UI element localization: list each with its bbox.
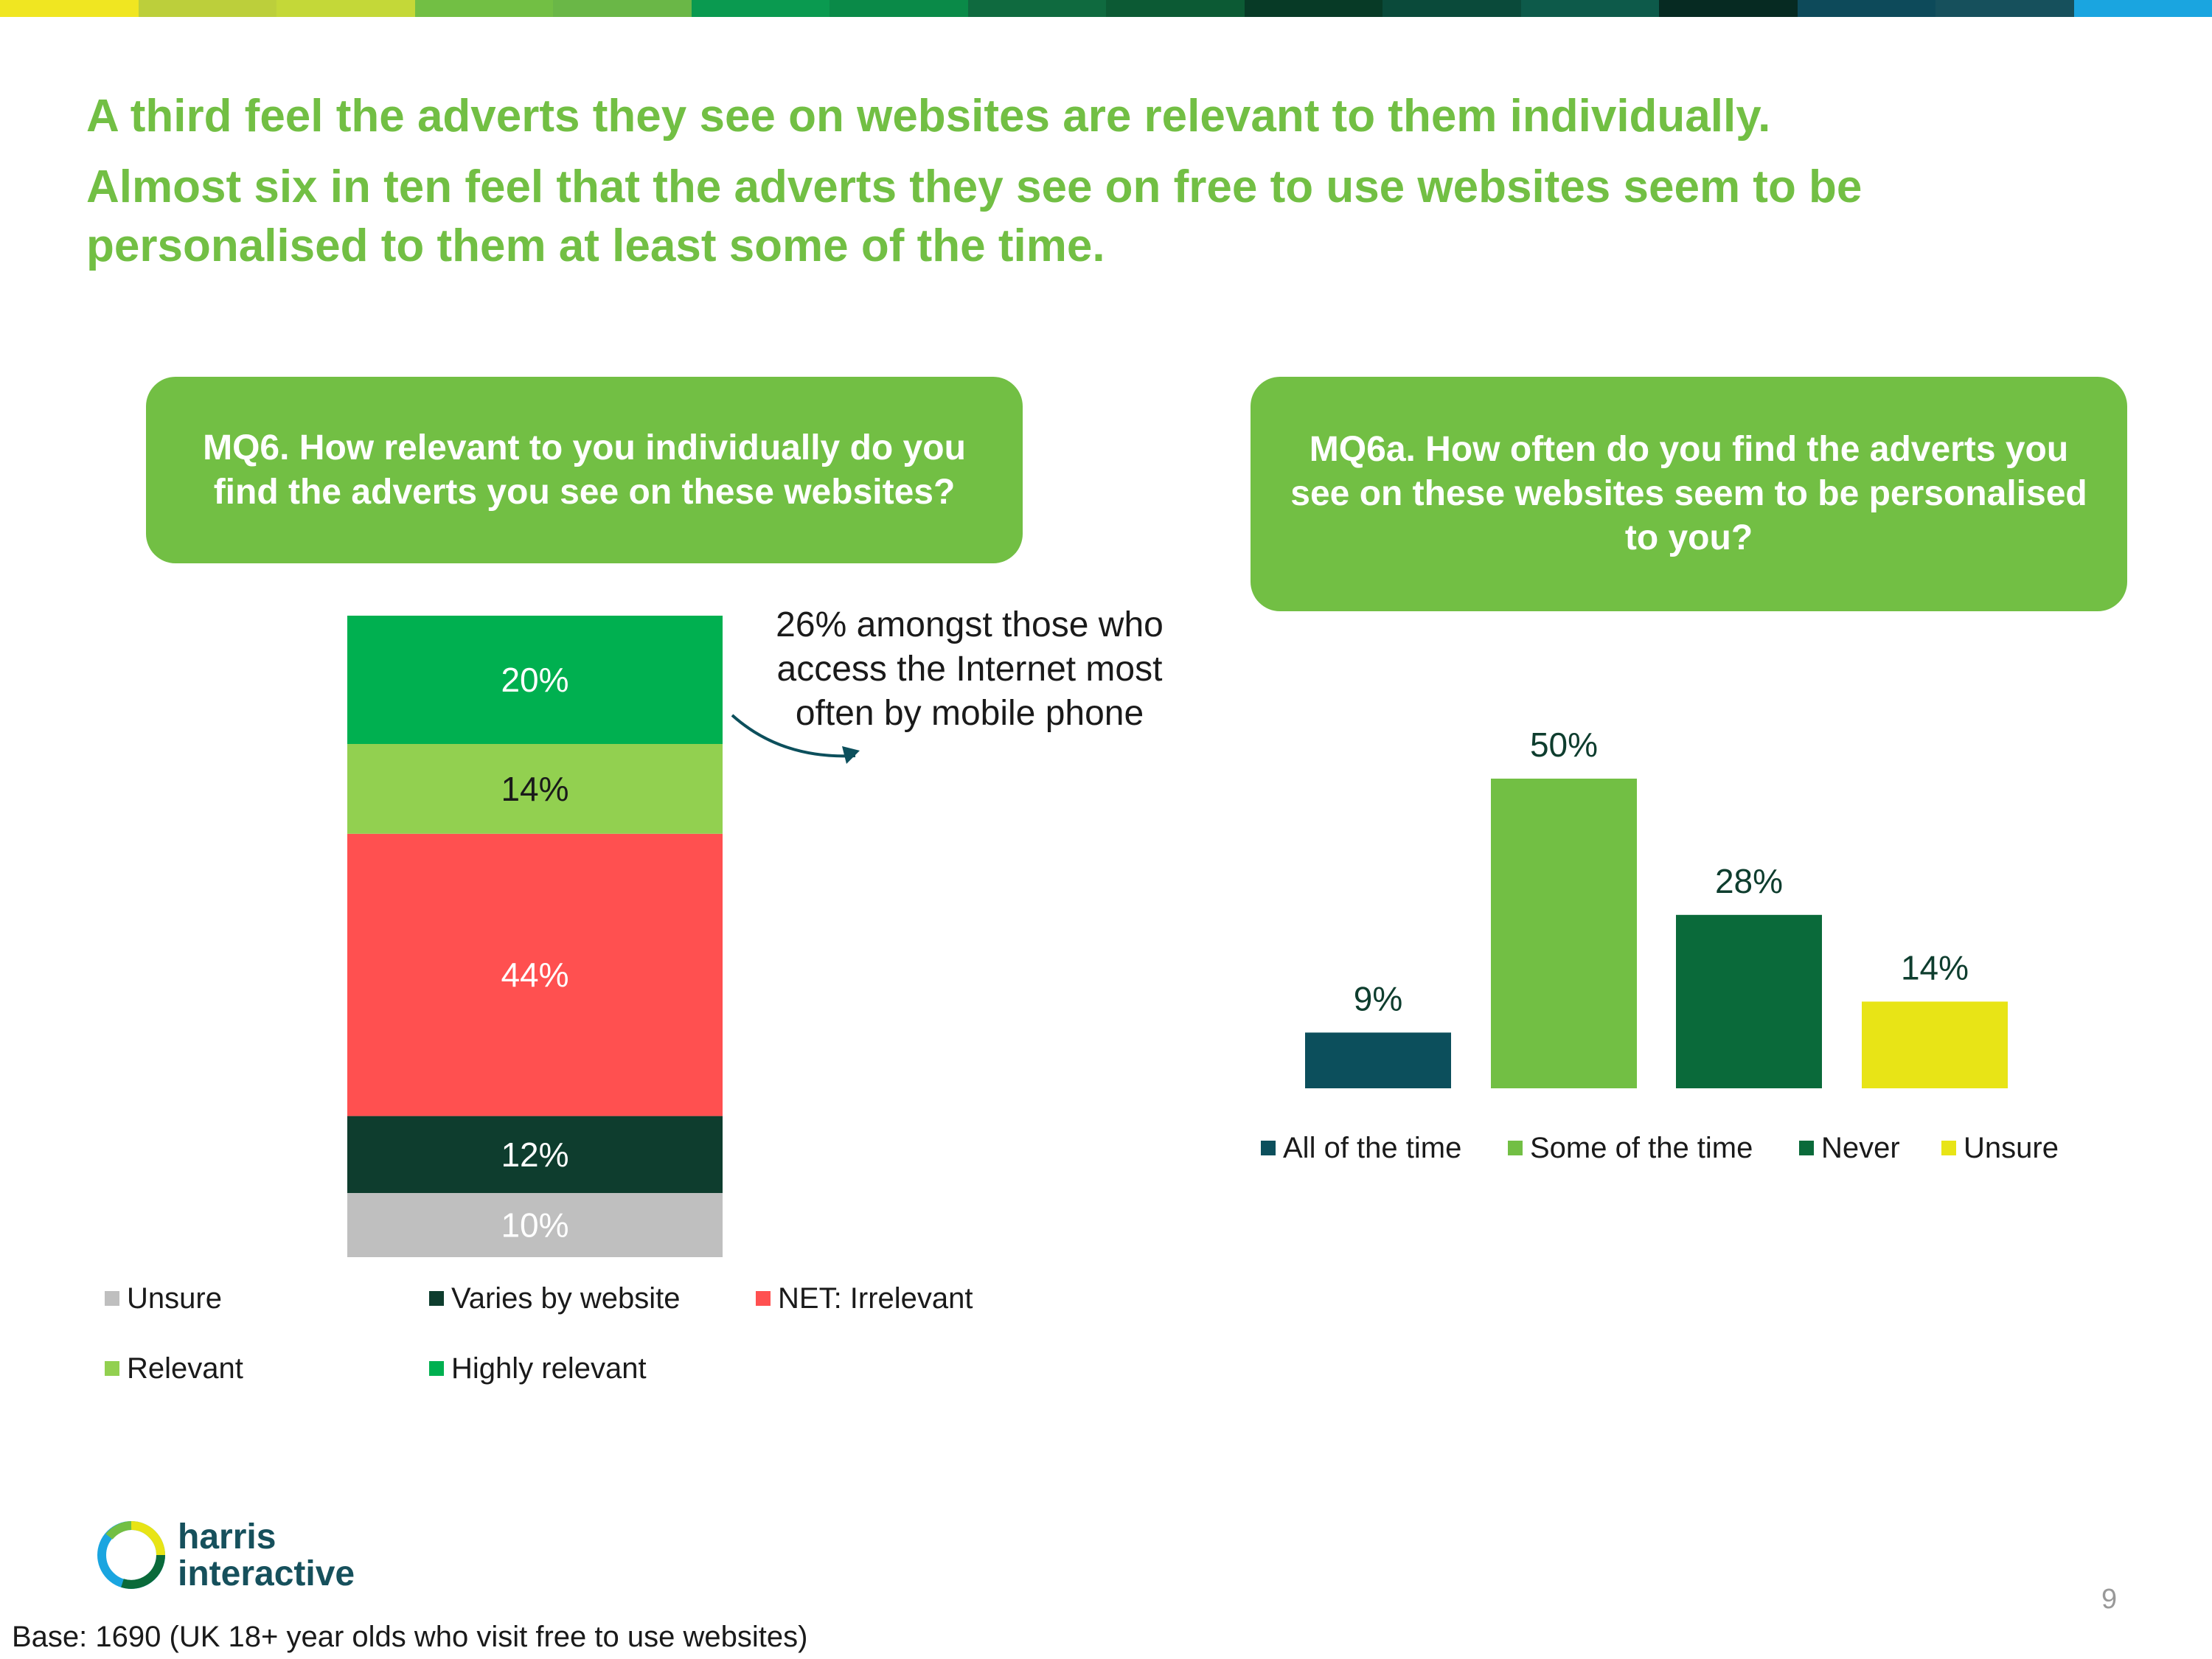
legend-swatch	[756, 1291, 771, 1306]
stack-segment-unsure	[347, 1193, 723, 1257]
stripe-segment	[414, 0, 553, 17]
stripe-segment	[1106, 0, 1245, 17]
headline-line-1: A third feel the adverts they see on web…	[86, 91, 1771, 142]
legend-item: Highly relevant	[429, 1351, 647, 1386]
stripe-segment	[0, 0, 139, 17]
stack-segment-label: 12%	[501, 1135, 568, 1174]
stripe-segment	[1797, 0, 1935, 17]
legend-swatch	[1508, 1141, 1523, 1155]
legend-swatch	[1941, 1141, 1956, 1155]
column-value-label: 14%	[1901, 948, 1969, 987]
legend-swatch	[429, 1361, 444, 1376]
logo-wordmark: harris interactive	[178, 1519, 355, 1593]
callout-arrow	[731, 714, 856, 758]
legend-item: Unsure	[1941, 1130, 2059, 1166]
harris-interactive-logo-icon	[97, 1521, 165, 1589]
stack-segment-varies-by-website	[347, 1116, 723, 1193]
stripe-segment	[691, 0, 830, 17]
base-note: Base: 1690 (UK 18+ year olds who visit f…	[12, 1621, 808, 1653]
legend-label: Varies by website	[451, 1282, 681, 1315]
legend-label: Unsure	[127, 1282, 222, 1315]
stack-segment-label: 14%	[501, 770, 568, 808]
callout-annotation: 26% amongst those who access the Interne…	[776, 605, 1164, 733]
legend-label: Highly relevant	[451, 1352, 647, 1385]
legend-swatch	[429, 1291, 444, 1306]
column-value-label: 50%	[1530, 726, 1598, 764]
legend-label: Relevant	[127, 1352, 243, 1385]
stripe-segment	[1244, 0, 1382, 17]
column-bar-never	[1676, 914, 1822, 1088]
legend-label: Some of the time	[1530, 1132, 1753, 1164]
legend-label: Unsure	[1964, 1132, 2059, 1164]
legend-swatch	[1261, 1141, 1276, 1155]
column-value-label: 28%	[1715, 862, 1783, 900]
top-color-stripe	[0, 0, 2212, 17]
legend-item: Unsure	[105, 1281, 222, 1316]
stripe-segment	[276, 0, 415, 17]
legend-item: Some of the time	[1508, 1130, 1753, 1166]
legend-item: All of the time	[1261, 1130, 1461, 1166]
stripe-segment	[138, 0, 276, 17]
page-number: 9	[2101, 1584, 2118, 1615]
question-text-mq6: MQ6. How relevant to you individually do…	[203, 428, 966, 512]
stack-segment-label: 44%	[501, 956, 568, 994]
stack-segment-label: 10%	[501, 1206, 568, 1245]
stripe-segment	[1382, 0, 1521, 17]
legend-label: NET: Irrelevant	[778, 1282, 973, 1315]
callout-arrowhead	[842, 746, 860, 764]
stripe-segment	[1520, 0, 1659, 17]
legend-item: Never	[1799, 1130, 1900, 1166]
column-bar-unsure	[1862, 1001, 2008, 1088]
stripe-segment	[553, 0, 692, 17]
legend-item: Varies by website	[429, 1281, 681, 1316]
column-chart-mq6a: 9% 50% 28% 14%	[1305, 726, 2008, 1088]
stack-segment-net-irrelevant	[347, 833, 723, 1116]
question-box-mq6: MQ6. How relevant to you individually do…	[146, 377, 1023, 563]
legend-item: Relevant	[105, 1351, 243, 1386]
question-box-mq6a: MQ6a. How often do you find the adverts …	[1251, 377, 2127, 611]
legend-swatch	[105, 1291, 119, 1306]
stripe-segment	[967, 0, 1106, 17]
logo-word-harris: harris	[178, 1517, 276, 1557]
stripe-segment	[1659, 0, 1798, 17]
stripe-segment	[830, 0, 968, 17]
question-text-mq6a: MQ6a. How often do you find the adverts …	[1290, 430, 2087, 557]
logo-word-interactive: interactive	[178, 1554, 355, 1593]
column-value-label: 9%	[1354, 979, 1402, 1018]
stack-segment-highly-relevant	[347, 616, 723, 744]
legend-swatch	[1799, 1141, 1814, 1155]
legend-label: Never	[1821, 1132, 1900, 1164]
legend-item: NET: Irrelevant	[756, 1281, 973, 1316]
legend-label: All of the time	[1283, 1132, 1462, 1164]
stacked-bar-chart-mq6: 10% 12% 44% 14% 20%	[347, 616, 723, 1257]
legend-swatch	[105, 1361, 119, 1376]
stack-segment-label: 20%	[501, 661, 568, 699]
stripe-segment	[2073, 0, 2212, 17]
column-bar-all-of-the-time	[1305, 1032, 1451, 1088]
column-bar-some-of-the-time	[1491, 779, 1637, 1088]
stripe-segment	[1935, 0, 2074, 17]
stack-segment-relevant	[347, 744, 723, 834]
headline-line-2: Almost six in ten feel that the adverts …	[86, 161, 1863, 271]
